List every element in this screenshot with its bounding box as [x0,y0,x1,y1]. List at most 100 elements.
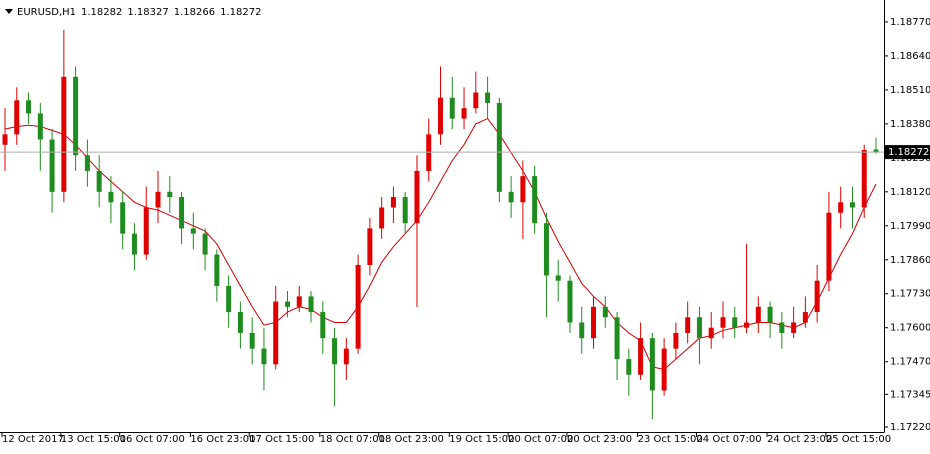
x-tick-label: 20 Oct 23:00 [567,434,632,445]
price-label-box [885,145,930,160]
menu-arrow[interactable] [5,9,13,14]
candle-body [602,306,608,318]
x-tick-label: 16 Oct 07:00 [120,434,185,445]
candle-body [614,317,620,360]
candle-body [555,275,561,281]
candle-body [496,102,502,192]
candle-body [284,301,290,307]
candle-body [685,317,691,333]
y-tick-label: 1.18510 [890,85,930,96]
candle-body [744,322,750,328]
candle-body [755,306,761,323]
candle-body [661,348,667,391]
y-tick-label: 1.17730 [890,289,930,300]
x-tick-label: 19 Oct 15:00 [449,434,514,445]
candle-body [332,338,338,365]
x-tick-label: 13 Oct 15:00 [61,434,126,445]
candle-body [779,322,785,333]
candle-body [155,191,161,208]
header-field: 1.18272 [220,7,261,18]
candle-body [179,197,185,229]
x-tick-label: 20 Oct 07:00 [508,434,573,445]
candle-body [849,202,855,208]
candle-body [579,322,585,339]
y-tick-label: 1.18380 [890,119,930,130]
candle-body [202,233,208,255]
candle-body [61,76,67,192]
x-tick-label: 25 Oct 15:00 [826,434,891,445]
candle-body [732,317,738,328]
candle-body [508,191,514,203]
candle-body [214,254,220,286]
candle-body [320,312,326,339]
candle-body [720,317,726,328]
candle-body [379,207,385,229]
header-field: EURUSD,H1 [17,7,76,18]
header-field: 1.18327 [127,7,168,18]
y-tick-label: 1.17600 [890,323,930,334]
candle-body [826,212,832,281]
candle-body [14,100,20,135]
candle-body [26,100,32,114]
x-tick-label: 12 Oct 2017 [2,434,64,445]
x-tick-label: 18 Oct 07:00 [320,434,385,445]
candle-body [543,223,549,276]
candle-body [591,306,597,339]
candle-body [143,207,149,255]
candle-body [438,97,443,135]
header-field: 1.18282 [81,7,122,18]
candle-body [390,197,396,208]
x-tick-label: 24 Oct 07:00 [696,434,761,445]
header: EURUSD,H1 1.18282 1.18327 1.18266 1.18272 [17,7,261,18]
candle-body [343,348,349,365]
candle-body [237,312,243,333]
candle-body [802,312,808,323]
candle-body [37,113,43,140]
candle-body [120,202,126,234]
candle-body [473,92,479,109]
candle-body [167,191,173,198]
candle-body [190,228,196,234]
candle-body [2,134,8,145]
y-tick-label: 1.17990 [890,221,930,232]
candle-body [532,176,538,224]
candle-body [873,149,879,153]
candle-body [426,134,432,171]
candle-body [814,280,820,313]
candle-body [414,170,420,224]
y-tick-label: 1.17345 [890,389,930,400]
y-tick-label: 1.17860 [890,255,930,266]
candle-body [108,191,114,203]
candle-body [861,150,867,208]
candle-body [355,265,361,349]
candle-body [485,92,491,103]
candle-body [261,348,267,365]
candle-body [308,296,314,313]
header-field: 1.18266 [174,7,215,18]
x-tick-label: 18 Oct 23:00 [379,434,444,445]
y-tick-label: 1.18640 [890,51,930,62]
candle-body [296,296,302,307]
y-tick-label: 1.18120 [890,187,930,198]
candle-body [131,233,137,255]
candle-body [249,332,255,349]
candle-body [649,338,655,391]
candle-body [367,228,373,266]
price-label: 1.18272 [888,147,929,158]
x-tick-label: 17 Oct 15:00 [249,434,314,445]
candle-body [461,108,467,119]
candle-body [273,301,279,365]
x-tick-label: 16 Oct 23:00 [190,434,255,445]
candle-body [226,285,232,313]
candle-body [402,197,408,224]
candle-body [838,202,844,213]
x-tick-label: 23 Oct 15:00 [638,434,703,445]
candle-body [49,139,55,192]
candle-body [626,359,632,375]
candle-body [791,322,797,333]
y-tick-label: 1.17220 [890,422,930,433]
candle-body [767,306,773,323]
x-tick-label: 24 Oct 23:00 [767,434,832,445]
